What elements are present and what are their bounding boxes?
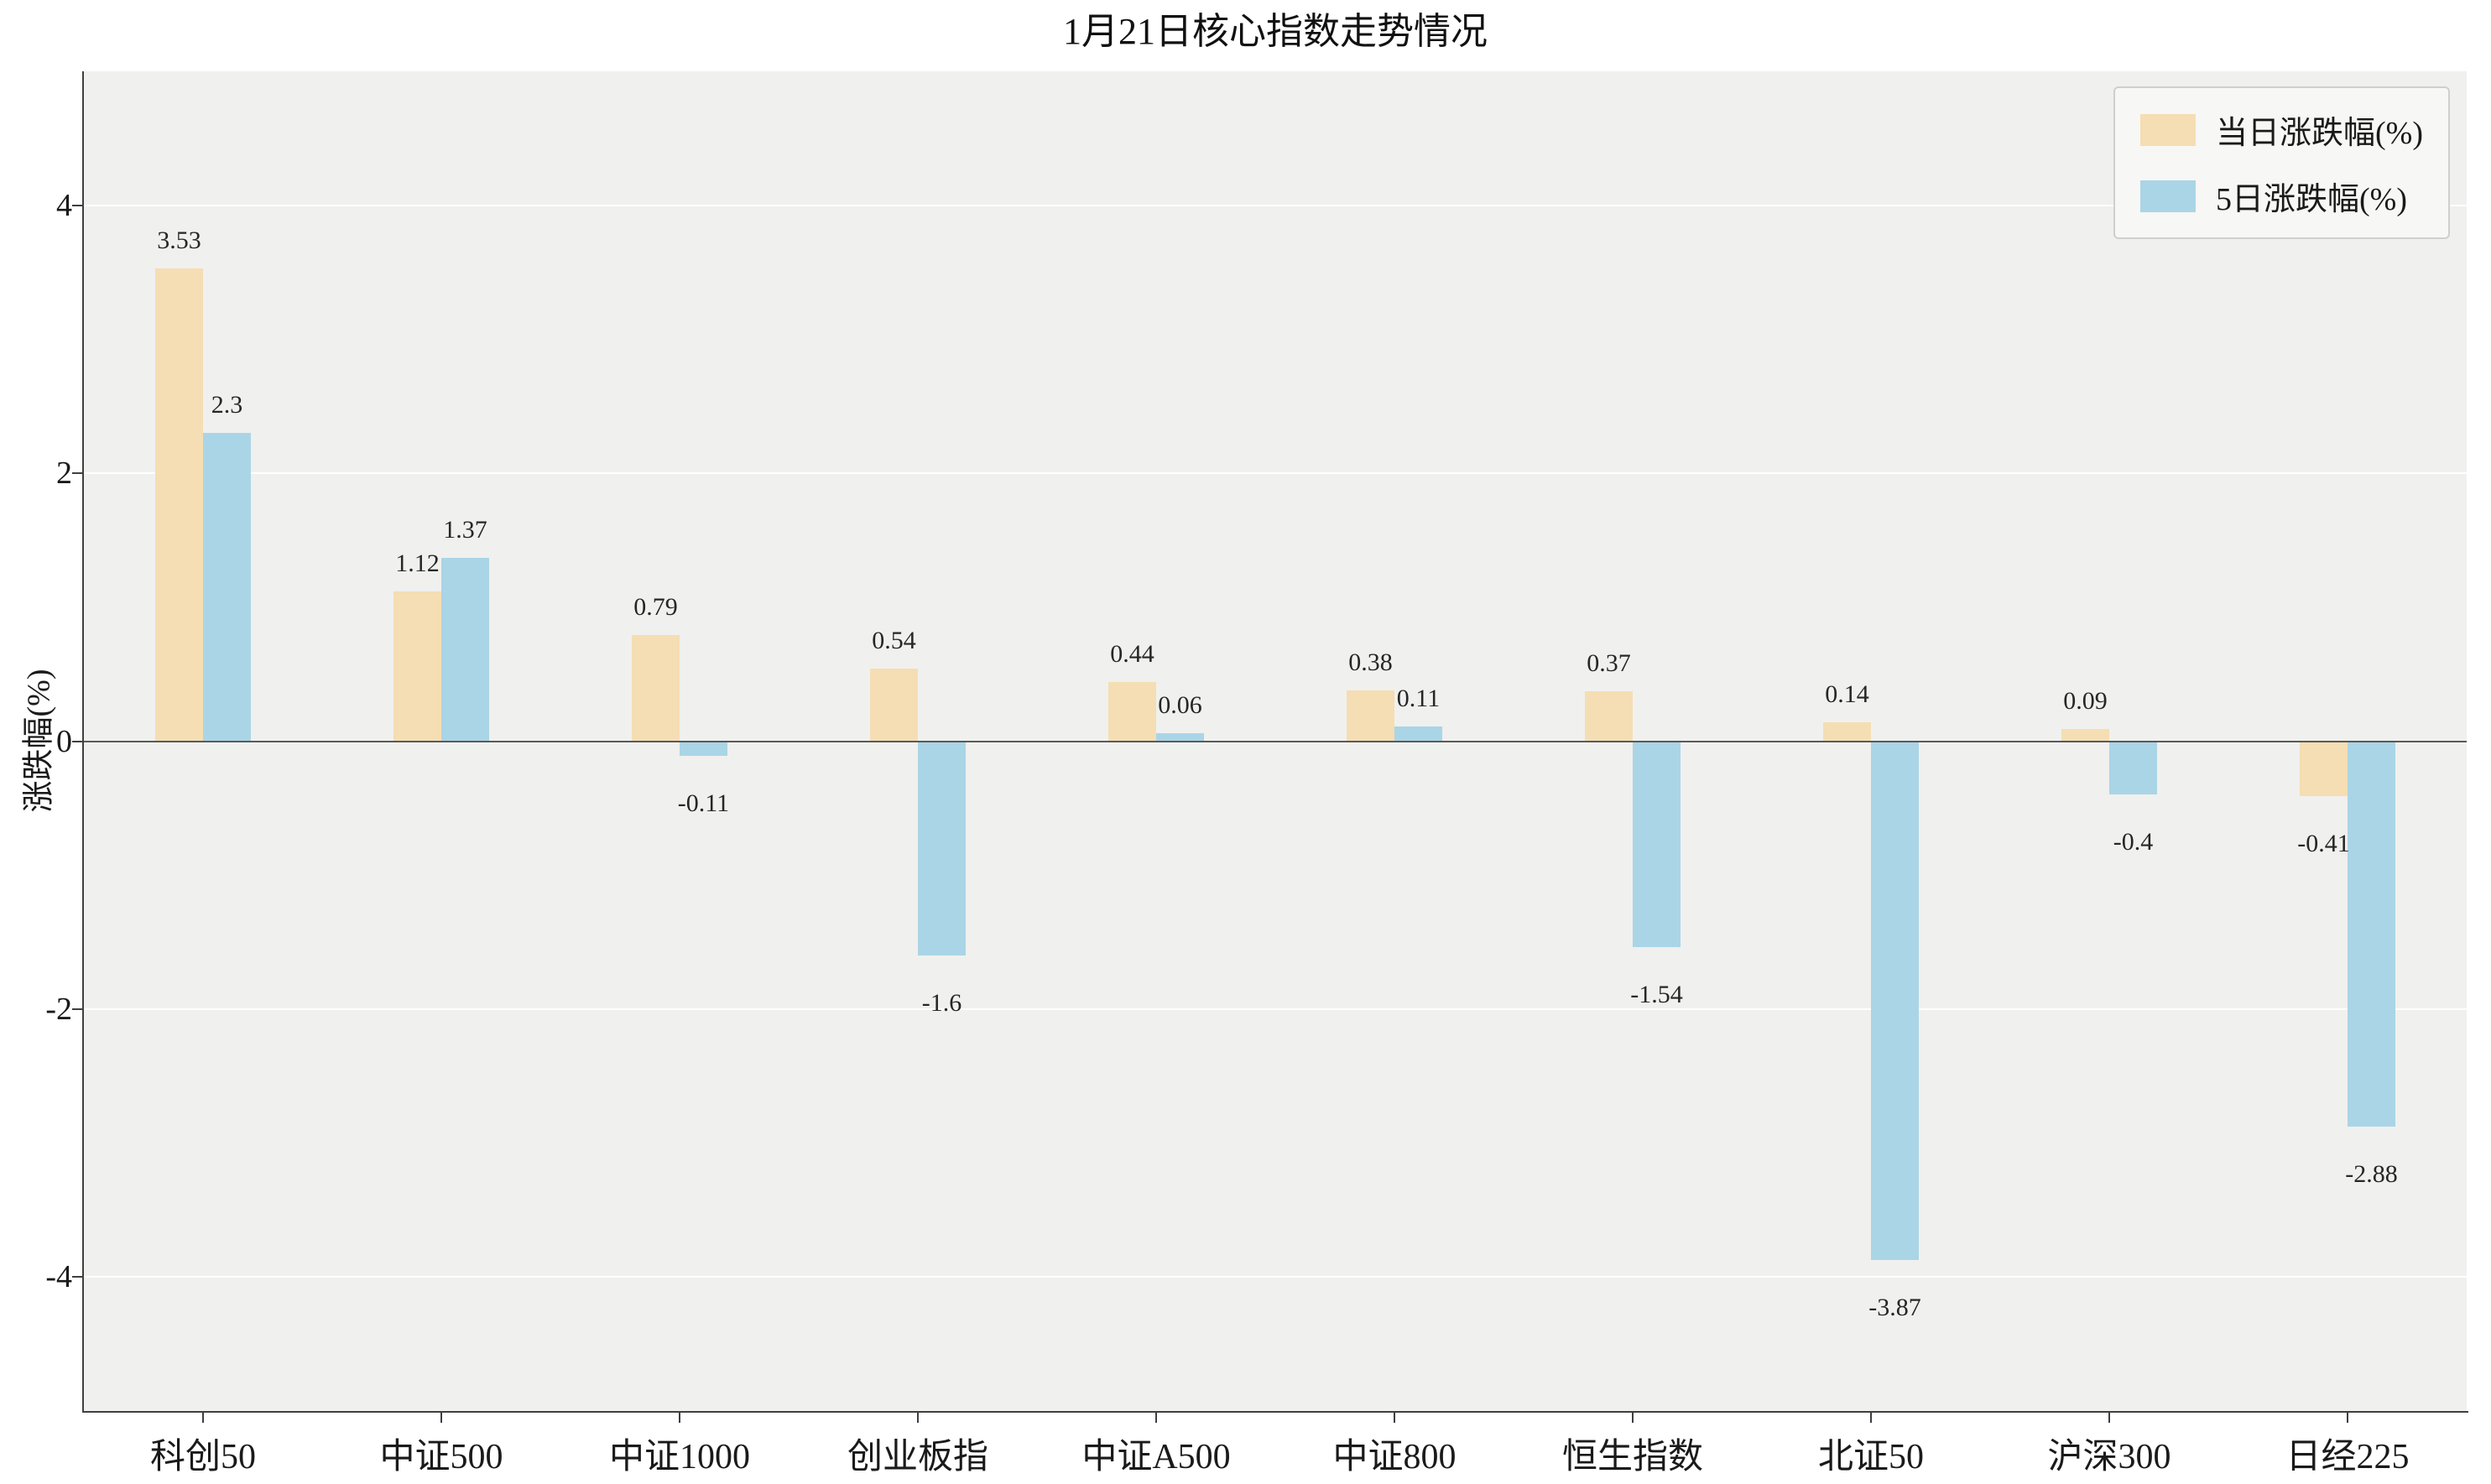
x-tick-mark [2108,1413,2110,1423]
bar-series-1 [1823,722,1871,742]
x-tick-label: 中证1000 [608,1438,751,1476]
x-tick-label: 创业板指 [847,1438,989,1476]
bar-value-label: 1.12 [395,549,440,577]
chart-title: 1月21日核心指数走势情况 [1063,11,1488,52]
bar-value-label: -1.54 [1630,981,1683,1009]
bar-series-2 [680,741,727,757]
bar-series-2 [441,557,489,742]
bar-value-label: 0.09 [2063,687,2108,716]
legend: 当日涨跌幅(%) 5日涨跌幅(%) [2113,86,2450,239]
bar-series-1 [1585,691,1633,742]
y-tick-label: 2 [56,456,72,492]
y-tick-mark [72,472,82,475]
bar-value-label: -3.87 [1868,1293,1921,1321]
x-tick-mark [440,1413,442,1423]
y-tick-mark [72,204,82,206]
legend-swatch [2140,113,2197,146]
x-tick-label: 恒生指数 [1561,1438,1704,1476]
legend-swatch [2140,180,2197,212]
y-tick-label: -2 [45,991,72,1027]
bar-series-2 [2109,741,2157,795]
bar-series-2 [203,433,251,742]
x-tick-label: 沪深300 [2047,1438,2171,1476]
bar-series-1 [870,669,918,742]
x-tick-label: 日经225 [2285,1438,2410,1476]
bar-value-label: 0.37 [1587,649,1631,678]
bar-series-1 [1347,690,1394,742]
bar-series-1 [2300,741,2348,796]
x-tick-label: 中证500 [379,1438,503,1476]
bar-value-label: 0.38 [1348,648,1393,676]
bar-value-label: -0.4 [2113,828,2154,857]
y-tick-mark [72,1276,82,1278]
bar-series-2 [1871,741,1919,1260]
x-tick-mark [679,1413,680,1423]
x-tick-mark [2347,1413,2348,1423]
gridline [84,472,2467,475]
bar-series-2 [2348,741,2395,1127]
plot-area: 当日涨跌幅(%) 5日涨跌幅(%) 3.53 2.3 1.12 1.37 0.79 -0.1… [84,71,2467,1411]
bar-series-1 [155,268,203,742]
x-tick-mark [1870,1413,1872,1423]
bar-series-1 [393,591,441,742]
x-tick-label: 科创50 [149,1438,257,1476]
y-axis-spine [82,71,84,1413]
bar-value-label: 1.37 [443,515,487,544]
bar-value-label: -0.11 [677,789,730,818]
bar-value-label: -1.6 [921,989,962,1018]
bar-value-label: 2.3 [211,391,243,419]
legend-item: 当日涨跌幅(%) [2140,107,2423,153]
gridline [84,1276,2467,1278]
bar-value-label: 0.54 [872,627,916,655]
y-tick-mark [72,740,82,742]
x-tick-mark [917,1413,919,1423]
bar-series-2 [1633,741,1681,948]
bar-series-1 [632,635,680,742]
bar-value-label: 0.14 [1825,680,1869,709]
x-tick-mark [1394,1413,1395,1423]
legend-label: 当日涨跌幅(%) [2216,116,2423,151]
bar-value-label: 0.06 [1158,690,1202,719]
gridline [84,1008,2467,1010]
bar-value-label: 0.11 [1396,684,1441,712]
bar-value-label: 3.53 [157,226,201,254]
bar-series-2 [918,741,966,956]
zero-line [84,740,2467,742]
y-axis-label: 涨跌幅(%) [21,669,57,813]
x-tick-label: 北证50 [1817,1438,1925,1476]
gridline [84,204,2467,206]
bar-series-2 [1394,726,1442,742]
legend-item: 5日涨跌幅(%) [2140,173,2423,219]
bar-value-label: 0.79 [633,593,678,622]
y-tick-label: 0 [56,723,72,759]
y-tick-mark [72,1008,82,1010]
bar-value-label: -0.41 [2297,829,2350,857]
bar-series-2 [1156,732,1204,742]
x-tick-mark [1155,1413,1157,1423]
bar-value-label: -2.88 [2345,1160,2398,1189]
y-tick-label: 4 [56,187,72,223]
x-axis-spine [82,1411,2468,1413]
bar-series-1 [1108,682,1156,742]
legend-label: 5日涨跌幅(%) [2216,182,2407,217]
x-tick-mark [1632,1413,1634,1423]
x-tick-label: 中证800 [1332,1438,1457,1476]
bar-value-label: 0.44 [1110,640,1154,669]
x-tick-label: 中证A500 [1081,1438,1231,1476]
bar-series-1 [2061,729,2109,742]
y-tick-label: -4 [45,1259,72,1295]
x-tick-mark [202,1413,204,1423]
